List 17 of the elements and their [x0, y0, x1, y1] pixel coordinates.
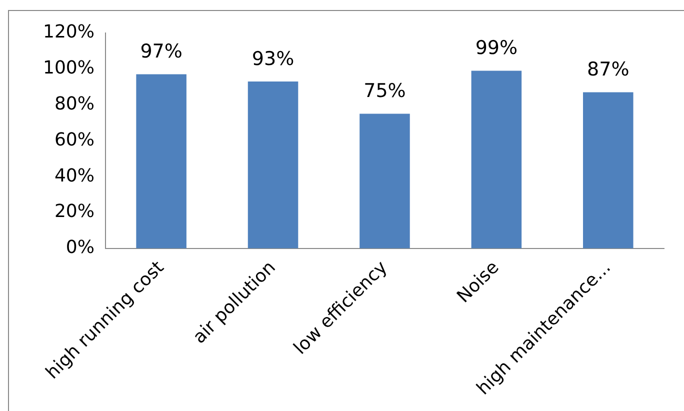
data-label: 87% — [587, 58, 630, 81]
y-tick-label: 20% — [54, 201, 94, 222]
bar — [360, 114, 410, 248]
data-label: 99% — [475, 37, 518, 60]
bar — [471, 70, 522, 248]
data-label: 97% — [140, 40, 182, 63]
data-label: 75% — [364, 80, 406, 102]
data-label: 93% — [252, 48, 294, 70]
bar — [136, 74, 186, 248]
y-tick-label: 40% — [54, 165, 94, 186]
bar — [248, 81, 298, 248]
y-tick-label: 80% — [54, 93, 94, 114]
y-tick-label: 120% — [42, 22, 94, 43]
y-tick-label: 0% — [66, 237, 94, 258]
y-tick-label: 100% — [42, 58, 94, 79]
bar — [583, 92, 634, 248]
y-tick-label: 60% — [54, 129, 94, 150]
